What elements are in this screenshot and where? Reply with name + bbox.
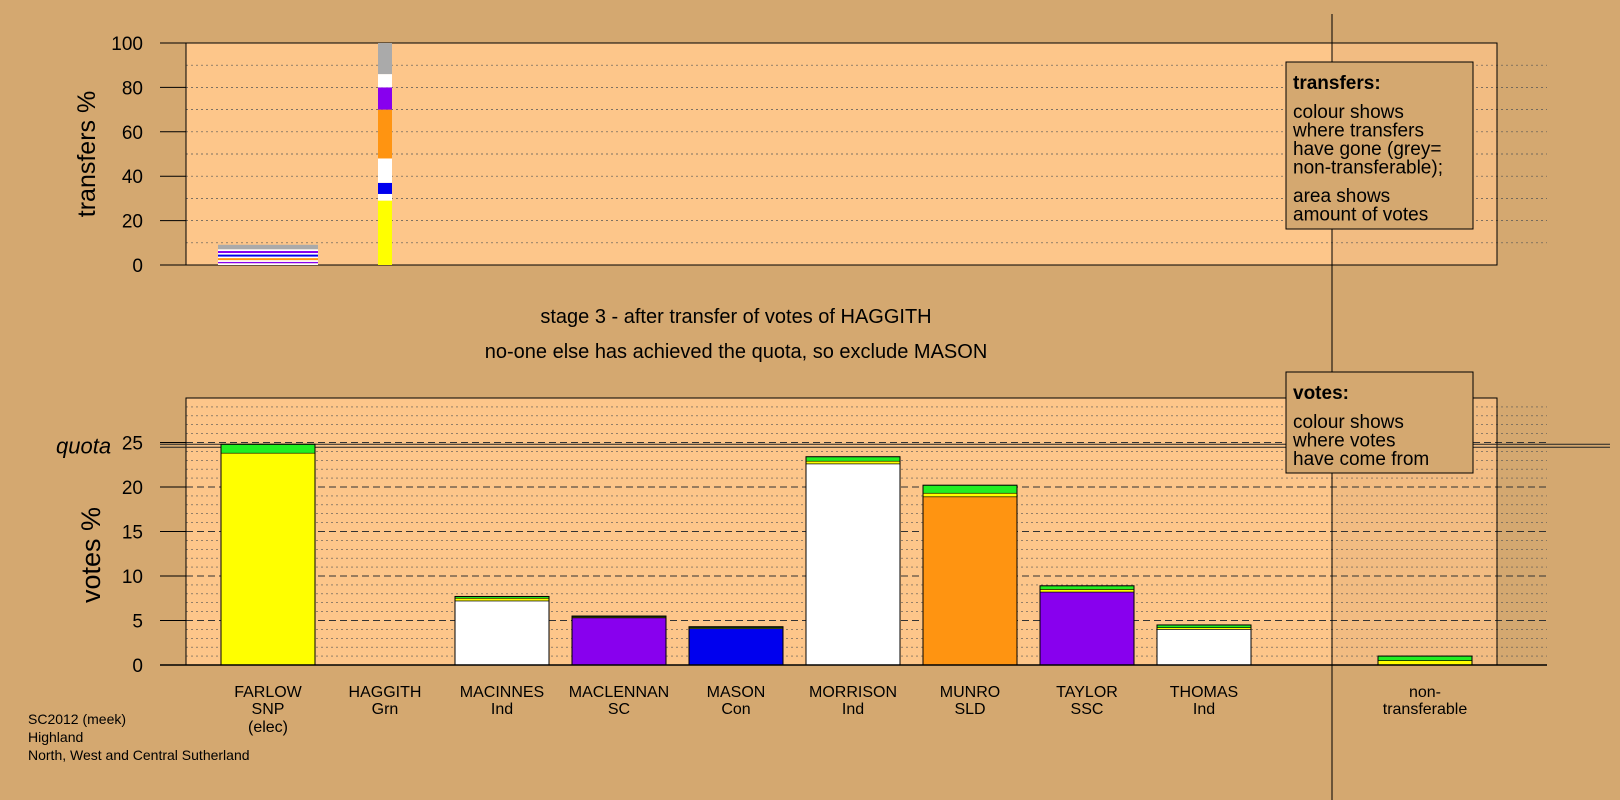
footer-ward: North, West and Central Sutherland [28, 747, 250, 763]
category-party: SLD [954, 701, 985, 718]
vote-segment-maclennan [571, 617, 667, 666]
vote-segment-morrison [805, 463, 901, 666]
category-label: MORRISON [809, 684, 897, 701]
vote-segment-munro [922, 492, 1018, 498]
transfers-legend-box [1285, 61, 1474, 230]
vote-segment-non [1377, 655, 1473, 661]
transfers-tick-label: 40 [122, 167, 143, 188]
transfer-segment-haggith [378, 158, 392, 183]
transfers-legend-title: transfers: [1293, 73, 1381, 94]
category-party: SSC [1071, 701, 1104, 718]
votes-legend-text: where votes [1292, 431, 1395, 452]
transfers-frame [185, 42, 1498, 266]
transfers-legend-text: non-transferable); [1293, 158, 1443, 179]
transfer-segment-haggith [378, 74, 392, 88]
transfer-segment-haggith [378, 200, 392, 265]
stage-subtitle: no-one else has achieved the quota, so e… [485, 341, 988, 363]
vote-segment-morrison [805, 456, 901, 462]
vote-segment-macinnes [454, 597, 550, 602]
votes-legend-title: votes: [1293, 383, 1349, 404]
category-party: SNP [252, 701, 285, 718]
transfers-legend-text: area shows [1293, 186, 1390, 207]
vote-segment-farlow [220, 452, 316, 666]
footer-election: SC2012 (meek) [28, 711, 127, 727]
vote-segment-macinnes [454, 600, 550, 666]
quota-label: quota [56, 433, 111, 458]
category-label: MACLENNAN [569, 684, 669, 701]
transfers-tick-label: 80 [122, 78, 143, 99]
category-party: Ind [842, 701, 864, 718]
vote-segment-taylor [1039, 585, 1135, 590]
category-status: (elec) [248, 719, 288, 736]
transfers-axis-label: transfers % [73, 91, 101, 217]
category-label: FARLOW [234, 684, 302, 701]
transfers-legend-text: have gone (grey= [1293, 139, 1441, 160]
transfer-segment-farlow [218, 254, 318, 257]
votes-tick-label: 0 [132, 656, 143, 677]
votes-axis-label: votes % [76, 507, 106, 603]
transfers-legend-text: where transfers [1292, 121, 1424, 142]
transfer-segment-haggith [378, 109, 392, 159]
vote-segment-munro [922, 484, 1018, 494]
transfer-segment-farlow [218, 256, 318, 259]
vote-segment-morrison [805, 460, 901, 465]
transfer-segment-haggith [378, 43, 392, 75]
category-label: MUNRO [940, 684, 1000, 701]
transfer-segment-farlow [218, 258, 318, 261]
votes-legend-box [1285, 371, 1474, 474]
votes-tick-label: 25 [122, 434, 143, 455]
transfer-segment-haggith [378, 87, 392, 110]
vote-segment-mason [688, 628, 784, 666]
vote-segment-taylor [1039, 591, 1135, 666]
vote-segment-thomas [1156, 629, 1252, 666]
transfers-tick-label: 20 [122, 212, 143, 233]
vote-segment-munro [922, 496, 1018, 666]
votes-tick-label: 5 [132, 612, 143, 633]
transfers-tick-label: 100 [111, 34, 143, 55]
election-footer: SC2012 (meek) Highland North, West and C… [28, 710, 250, 764]
transfer-segment-farlow [218, 253, 318, 255]
transfers-legend-text: colour shows [1293, 102, 1404, 123]
transfer-segment-farlow [218, 251, 318, 254]
category-label: TAYLOR [1056, 684, 1118, 701]
category-party: Con [721, 701, 750, 718]
transfers-tick-label: 60 [122, 123, 143, 144]
transfer-segment-farlow [218, 249, 318, 252]
votes-legend-text: have come from [1293, 449, 1429, 470]
category-party: Grn [372, 701, 399, 718]
transfers-legend-text: amount of votes [1293, 205, 1428, 226]
stage-title: stage 3 - after transfer of votes of HAG… [540, 306, 931, 328]
transfer-segment-haggith [378, 193, 392, 201]
transfer-segment-farlow [218, 244, 318, 250]
transfer-segment-farlow [218, 261, 318, 264]
category-party: Ind [491, 701, 513, 718]
votes-tick-label: 15 [122, 523, 143, 544]
vote-segment-farlow [220, 443, 316, 454]
votes-tick-label: 10 [122, 567, 143, 588]
category-party: SC [608, 701, 630, 718]
category-label: MACINNES [460, 684, 544, 701]
category-label: MASON [707, 684, 766, 701]
vote-segment-taylor [1039, 589, 1135, 593]
category-label: non- [1409, 684, 1441, 701]
transfer-segment-haggith [378, 182, 392, 194]
category-label: THOMAS [1170, 684, 1238, 701]
transfer-segment-farlow [218, 263, 318, 265]
transfers-tick-label: 0 [132, 256, 143, 277]
category-party: transferable [1383, 701, 1468, 718]
votes-legend-text: colour shows [1293, 412, 1404, 433]
category-party: Ind [1193, 701, 1215, 718]
footer-council: Highland [28, 729, 84, 745]
transfer-segment-farlow [218, 260, 318, 262]
votes-tick-label: 20 [122, 478, 143, 499]
category-label: HAGGITH [349, 684, 422, 701]
